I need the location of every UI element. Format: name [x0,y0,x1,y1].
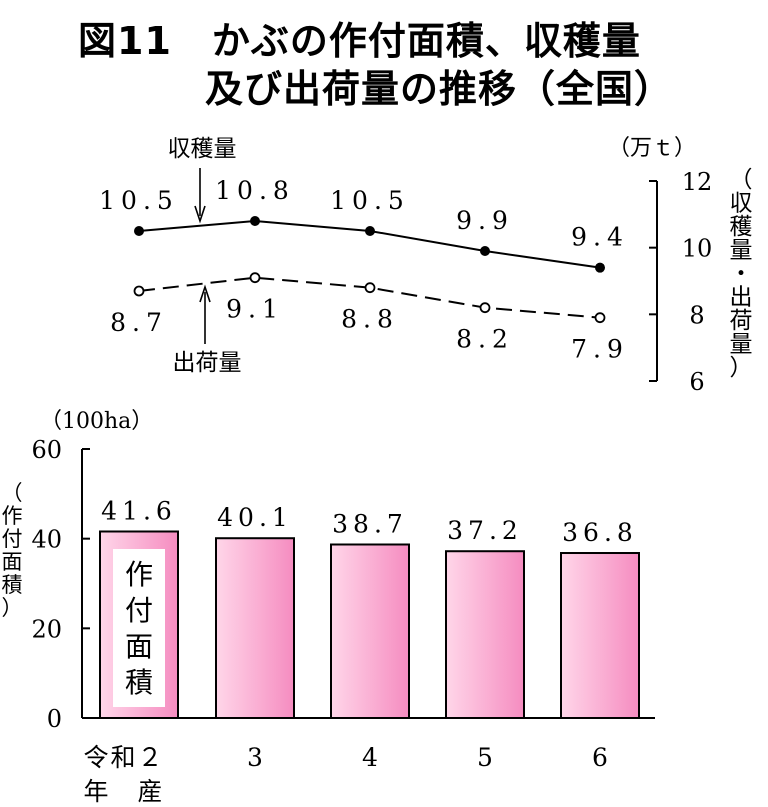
x-tick-label: 6 [592,743,608,772]
bar-data-label: 36.8 [562,518,638,547]
x-tick-label-first-line1: 令和２ [83,743,164,772]
line-y-tick-label: 6 [689,368,704,396]
series-0-name: 収穫量 [168,136,237,162]
bar-data-label: 37.2 [447,516,523,545]
x-tick-label: 5 [477,743,493,772]
x-tick-label: 4 [362,743,378,772]
series-0-data-label: 9.9 [456,206,514,235]
series-1-data-label: 8.8 [341,305,399,334]
series-1-point [133,285,145,297]
bar [445,550,525,719]
bar-y-axis-title: （作付面積） [2,481,23,620]
series-0-point [480,246,490,256]
bar-data-label: 41.6 [101,496,177,525]
bar-unit-label: （100ha） [40,409,153,434]
bar-y-tick-label: 60 [31,436,62,464]
line-unit-label: （万ｔ） [608,136,696,161]
series-0-data-label: 10.5 [330,186,410,215]
series-1-point [249,272,261,284]
bar [330,543,410,719]
series-0-data-label: 9.4 [571,223,629,252]
series-1-data-label: 9.1 [226,295,284,324]
bar-data-label: 40.1 [217,503,293,532]
title-line-1: かぶの作付面積、収穫量 [211,19,641,63]
x-axis: 令和２ 年 産 3 4 5 6 [83,743,607,806]
x-tick-label-first-line2: 年 産 [83,777,164,806]
line-chart: 6 8 10 12 （万ｔ） （収穫量・出荷量） 10.5 10.8 10.5 9.9 9.4 8.7… [99,136,752,396]
series-0-data-label: 10.8 [215,176,295,205]
series-line-1 [138,276,601,319]
series-1-data-label: 8.7 [110,308,168,337]
bar-series-label-box [113,549,165,707]
title-line-2: 及び出荷量の推移（全国） [205,67,674,111]
line-y-axis-title: （収穫量・出荷量） [730,167,753,381]
series-1-data-label: 8.2 [456,325,514,354]
series-1-point [479,302,491,314]
chart-title: 図11 かぶの作付面積、収穫量 及び出荷量の推移（全国） [0,0,768,111]
bar-data-label: 38.7 [332,509,408,538]
bar-series-label: 作付面積 [125,558,153,699]
line-y-tick-label: 8 [689,301,704,329]
series-1-data-label: 7.9 [571,335,629,364]
line-y-tick-label: 10 [682,235,713,263]
series-0-data-label: 10.5 [99,186,179,215]
series-0-point [365,226,375,236]
bar-y-tick-label: 0 [47,705,62,733]
line-y-tick-label: 12 [682,168,713,196]
series-0-point [595,262,605,273]
bar [215,537,295,719]
series-1-point [364,282,376,294]
x-tick-label: 3 [247,743,263,772]
series-1-point [594,312,606,324]
bar [560,552,640,719]
bar-y-tick-label: 40 [31,526,62,554]
series-0-point [250,216,260,226]
series-1-arrowhead [199,284,211,303]
bar-y-tick-label: 20 [31,615,62,643]
series-1-name: 出荷量 [173,350,242,376]
bar-chart: 0 20 40 60（100ha） （作付面積） 41.6 40.1 38.7 37.2 36.8… [2,409,655,733]
series-0-arrowhead [194,205,206,224]
figure-label: 図11 [78,19,172,63]
series-0-point [134,226,144,236]
